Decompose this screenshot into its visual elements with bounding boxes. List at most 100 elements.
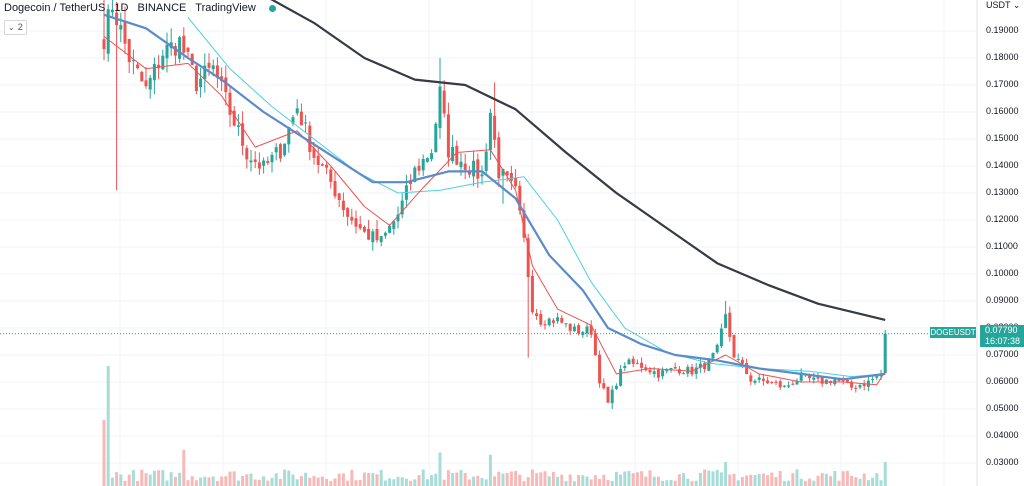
volume-bar — [749, 474, 753, 486]
candle-body — [291, 117, 295, 124]
candle-body — [186, 47, 190, 52]
candle-body — [194, 65, 198, 92]
candle-body — [766, 380, 770, 384]
candle-body — [535, 313, 539, 317]
volume-bar — [182, 450, 186, 486]
volume-bar — [707, 470, 711, 486]
candle-body — [123, 20, 127, 44]
candle-body — [509, 172, 513, 181]
candle-body — [182, 35, 186, 53]
candle-body — [577, 325, 581, 334]
candle-body — [480, 174, 484, 177]
volume-bar — [606, 479, 610, 486]
candle-body — [232, 110, 236, 126]
candle-body — [791, 383, 795, 385]
volume-bar — [854, 477, 858, 486]
volume-bar — [186, 480, 190, 486]
volume-bar — [367, 473, 371, 486]
y-tick-label: 0.18000 — [986, 52, 1019, 62]
candle-body — [749, 375, 753, 382]
volume-bar — [463, 472, 467, 486]
candle-body — [262, 160, 266, 166]
volume-bar — [434, 473, 438, 486]
volume-bar — [673, 480, 677, 486]
volume-bar — [648, 470, 652, 486]
candle-body — [257, 162, 261, 169]
candle-body — [623, 365, 627, 369]
volume-bar — [480, 477, 484, 486]
candle-body — [816, 376, 820, 379]
volume-bar — [711, 471, 715, 486]
candle-body — [715, 344, 719, 353]
candle-body — [392, 221, 396, 229]
candle-body — [795, 380, 799, 385]
candle-body — [539, 314, 543, 325]
volume-bar — [493, 476, 497, 486]
candle-body — [375, 229, 379, 241]
volume-bar — [543, 471, 547, 486]
candle-body — [484, 151, 488, 171]
candle-body — [677, 369, 681, 374]
candle-body — [585, 326, 589, 334]
candle-body — [753, 380, 757, 383]
candle-body — [161, 55, 165, 70]
candle-body — [308, 125, 312, 152]
candle-body — [627, 359, 631, 365]
candle-body — [295, 108, 299, 114]
volume-bar — [745, 475, 749, 486]
candle-body — [782, 385, 786, 387]
candle-body — [467, 171, 471, 175]
candle-body — [211, 65, 215, 70]
candle-body — [648, 369, 652, 373]
volume-bar — [833, 471, 837, 486]
candle-body — [396, 214, 400, 222]
candle-body — [652, 371, 656, 375]
volume-bar — [430, 475, 434, 486]
chart-grid — [0, 0, 977, 486]
candle-body — [845, 379, 849, 382]
interval-label[interactable]: 1D — [114, 2, 129, 14]
candle-body — [417, 165, 421, 171]
volume-bar — [661, 480, 665, 486]
candle-body — [556, 317, 560, 322]
candle-body — [522, 210, 526, 238]
volume-bar — [350, 469, 354, 486]
candle-body — [337, 193, 341, 201]
volume-bar — [551, 471, 555, 486]
indicators-toggle[interactable]: ⌄ 2 — [4, 20, 27, 35]
volume-bar — [724, 462, 728, 486]
volume-bar — [375, 474, 379, 486]
volume-bar — [308, 477, 312, 486]
volume-bar — [442, 479, 446, 486]
volume-bar — [148, 474, 152, 486]
candle-body — [442, 90, 446, 114]
volume-bar — [677, 474, 681, 486]
volume-bar — [207, 477, 211, 486]
candle-body — [589, 325, 593, 335]
symbol-title[interactable]: Dogecoin / TetherUS — [4, 2, 106, 14]
candle-body — [299, 111, 303, 126]
volume-bar — [589, 479, 593, 486]
candle-body — [564, 323, 568, 325]
volume-bar — [568, 474, 572, 486]
candle-body — [862, 383, 866, 387]
candle-body — [144, 80, 148, 87]
candle-body — [228, 92, 232, 115]
candle-body — [136, 64, 140, 69]
candle-body — [530, 275, 534, 313]
y-tick-label: 0.05000 — [986, 403, 1019, 413]
ma-mid-line — [103, 13, 886, 381]
candle-body — [719, 328, 723, 347]
candle-body — [333, 180, 337, 197]
volume-bar — [514, 470, 518, 486]
candle-body — [245, 148, 249, 160]
candle-body — [472, 160, 476, 177]
volume-bar — [488, 454, 492, 486]
candle-body — [430, 153, 434, 160]
volume-bar — [383, 480, 387, 486]
currency-selector[interactable]: USDT ⌄ — [986, 0, 1020, 11]
volume-bar — [325, 478, 329, 486]
candle-body — [728, 312, 732, 337]
volume-bar — [585, 476, 589, 486]
